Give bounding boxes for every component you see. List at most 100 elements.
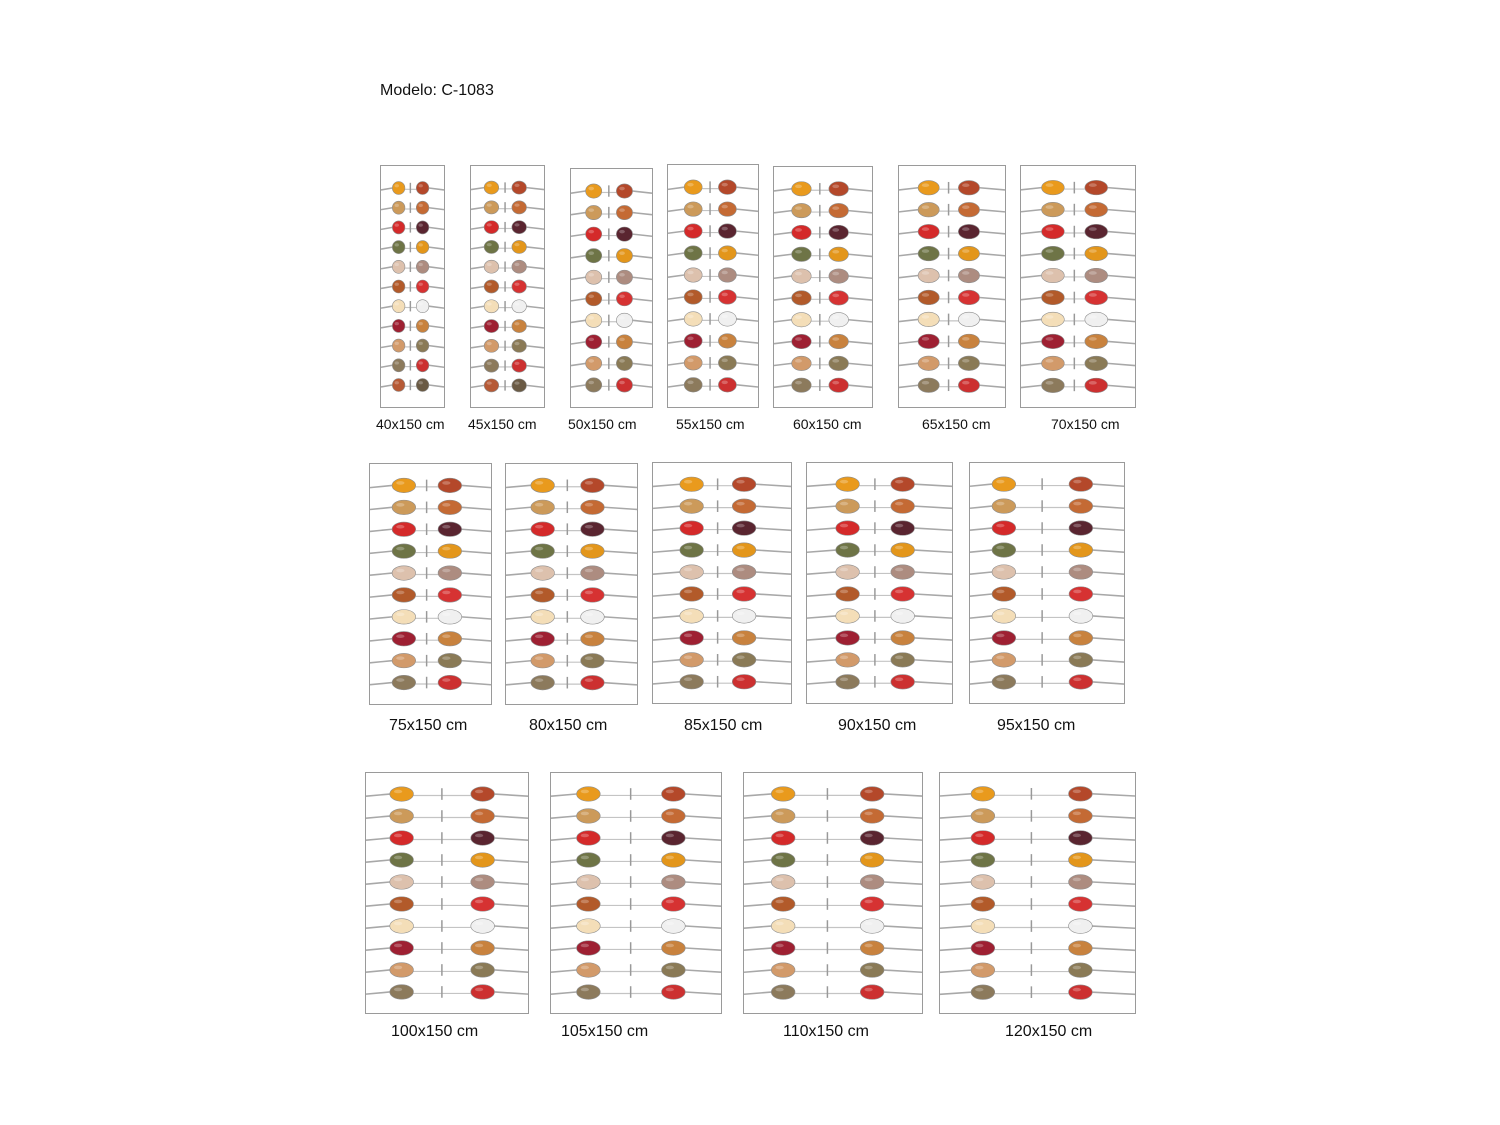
spice-spoon-left: [530, 675, 555, 691]
spice-spoon-right: [470, 874, 495, 890]
spice-spoon-right: [890, 652, 915, 668]
spice-spoon-left: [1041, 377, 1065, 393]
spoon-handle: [366, 925, 390, 929]
spice-highlight: [514, 282, 520, 286]
spoon-handle: [1021, 186, 1042, 191]
spoon-handle: [1092, 527, 1124, 532]
spice-spoon-right: [958, 246, 980, 262]
spice-spoon-right: [1084, 333, 1108, 349]
spice-spoon-right: [616, 377, 633, 393]
spice-spoon-right: [437, 653, 462, 669]
spice-spoon-right: [415, 319, 430, 333]
spice-spoon-left: [679, 586, 704, 602]
spice-spoon-left: [683, 311, 703, 327]
spice-spoon-right: [511, 279, 527, 294]
spoon-handle: [914, 659, 952, 663]
spoon-handle: [970, 571, 993, 575]
spice-highlight: [394, 302, 399, 306]
spice-label-mark: [874, 676, 876, 688]
spice-spoon-left: [835, 652, 860, 668]
spoon-handle: [526, 226, 544, 230]
spoon-handle: [883, 991, 922, 996]
spice-highlight: [921, 380, 930, 385]
spice-highlight: [665, 855, 674, 860]
spice-label-mark: [629, 986, 632, 998]
spice-spoon-left: [679, 652, 704, 668]
spice-highlight: [687, 380, 694, 385]
panel-60x150-cm: [773, 166, 873, 408]
spice-highlight: [864, 811, 873, 816]
spice-highlight: [721, 204, 728, 209]
spoon-handle: [1021, 252, 1042, 257]
spoon-handle: [526, 305, 544, 310]
spice-highlight: [665, 943, 674, 948]
spoon-handle: [1092, 837, 1135, 841]
spice-highlight: [534, 524, 544, 529]
spice-spoon-right: [731, 608, 757, 624]
spice-spoon-right: [958, 355, 980, 371]
spoon-handle: [668, 186, 685, 191]
spice-spoon-left: [970, 896, 996, 912]
spice-label-mark: [566, 676, 569, 689]
spice-highlight: [1045, 271, 1054, 275]
spice-label-mark: [441, 832, 443, 844]
spice-highlight: [584, 568, 594, 573]
spoon-handle: [506, 594, 531, 598]
spice-label-mark: [566, 545, 569, 557]
spice-spoon-left: [770, 786, 796, 802]
spice-spoon-right: [1068, 674, 1094, 690]
spice-label-mark: [1030, 876, 1033, 888]
spice-spoon-left: [389, 852, 414, 868]
spice-highlight: [619, 380, 625, 385]
spice-label-mark: [425, 611, 428, 623]
spice-spoon-left: [1041, 180, 1065, 196]
spoon-handle: [461, 681, 491, 686]
spice-highlight: [687, 336, 694, 341]
spoon-handle: [744, 947, 772, 952]
spoon-handle: [428, 384, 444, 388]
spice-label-mark: [716, 588, 719, 600]
spice-label-mark: [441, 810, 443, 822]
spice-highlight: [921, 249, 930, 253]
spice-spoon-left: [683, 179, 703, 195]
spice-spoon-left: [389, 962, 414, 978]
spoon-handle: [744, 793, 772, 797]
spice-highlight: [418, 361, 423, 365]
spoon-handle: [979, 318, 1005, 323]
spice-highlight: [721, 292, 728, 297]
spice-spoon-right: [661, 830, 686, 846]
spoon-handle: [494, 793, 528, 797]
spice-highlight: [588, 272, 595, 277]
spice-label-mark: [409, 241, 412, 253]
spoon-handle: [370, 637, 393, 642]
spice-highlight: [486, 341, 492, 346]
spice-spoon-left: [679, 476, 704, 492]
spice-label-mark: [409, 340, 412, 351]
spoon-handle: [632, 276, 652, 281]
spoon-handle: [461, 506, 491, 511]
spoon-handle: [653, 637, 680, 641]
spice-label-mark: [608, 206, 610, 219]
spoon-handle: [604, 506, 637, 511]
spoon-handle: [366, 793, 390, 797]
spice-spoon-left: [791, 224, 812, 240]
spice-highlight: [474, 855, 484, 860]
spice-highlight: [580, 921, 589, 926]
spice-highlight: [1088, 227, 1097, 231]
spoon-handle: [744, 991, 772, 996]
spice-spoon-right: [580, 631, 605, 647]
spice-highlight: [996, 677, 1005, 682]
spoon-handle: [428, 285, 444, 290]
spice-highlight: [418, 282, 423, 286]
spice-spoon-left: [1041, 267, 1065, 284]
spice-highlight: [775, 833, 784, 838]
spice-spoons-image: [370, 477, 491, 691]
spice-highlight: [394, 184, 399, 188]
spice-highlight: [1073, 633, 1082, 638]
spice-highlight: [394, 262, 399, 267]
spice-spoons-image: [571, 183, 652, 393]
spice-label-mark: [409, 379, 412, 391]
spice-spoon-left: [770, 896, 796, 912]
spice-spoon-left: [483, 240, 500, 254]
spoon-handle: [653, 680, 680, 685]
